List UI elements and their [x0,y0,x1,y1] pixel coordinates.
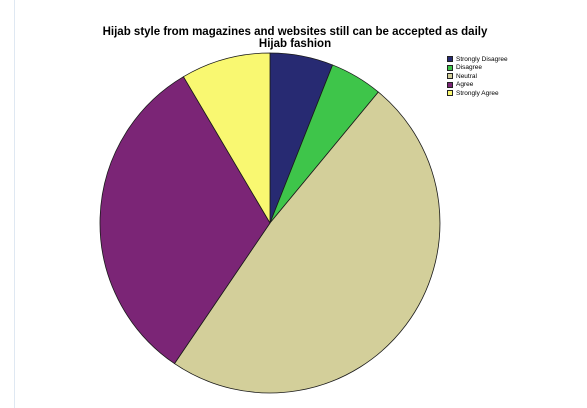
pie-slice-agree [99,76,271,364]
chart-legend: Strongly Disagree Disagree Neutral Agree Str… [447,55,508,98]
legend-swatch [447,56,453,63]
pie-slice-neutral [174,91,441,394]
legend-item: Strongly Disagree [447,55,508,64]
legend-swatch [447,64,453,71]
legend-label: Disagree [456,64,483,72]
legend-item: Agree [447,81,508,90]
chart-title: Hijab style from magazines and websites … [102,26,488,50]
legend-item: Disagree [447,64,508,73]
legend-item: Neutral [447,72,508,81]
legend-swatch [447,73,453,80]
legend-swatch [447,90,453,97]
legend-label: Neutral [456,72,477,80]
legend-label: Strongly Disagree [456,55,508,63]
legend-item: Strongly Agree [447,89,508,98]
legend-label: Agree [456,81,474,89]
legend-swatch [447,81,453,88]
pie-slice-strongly-agree [183,52,271,224]
left-divider [14,0,15,408]
legend-label: Strongly Agree [456,89,499,97]
